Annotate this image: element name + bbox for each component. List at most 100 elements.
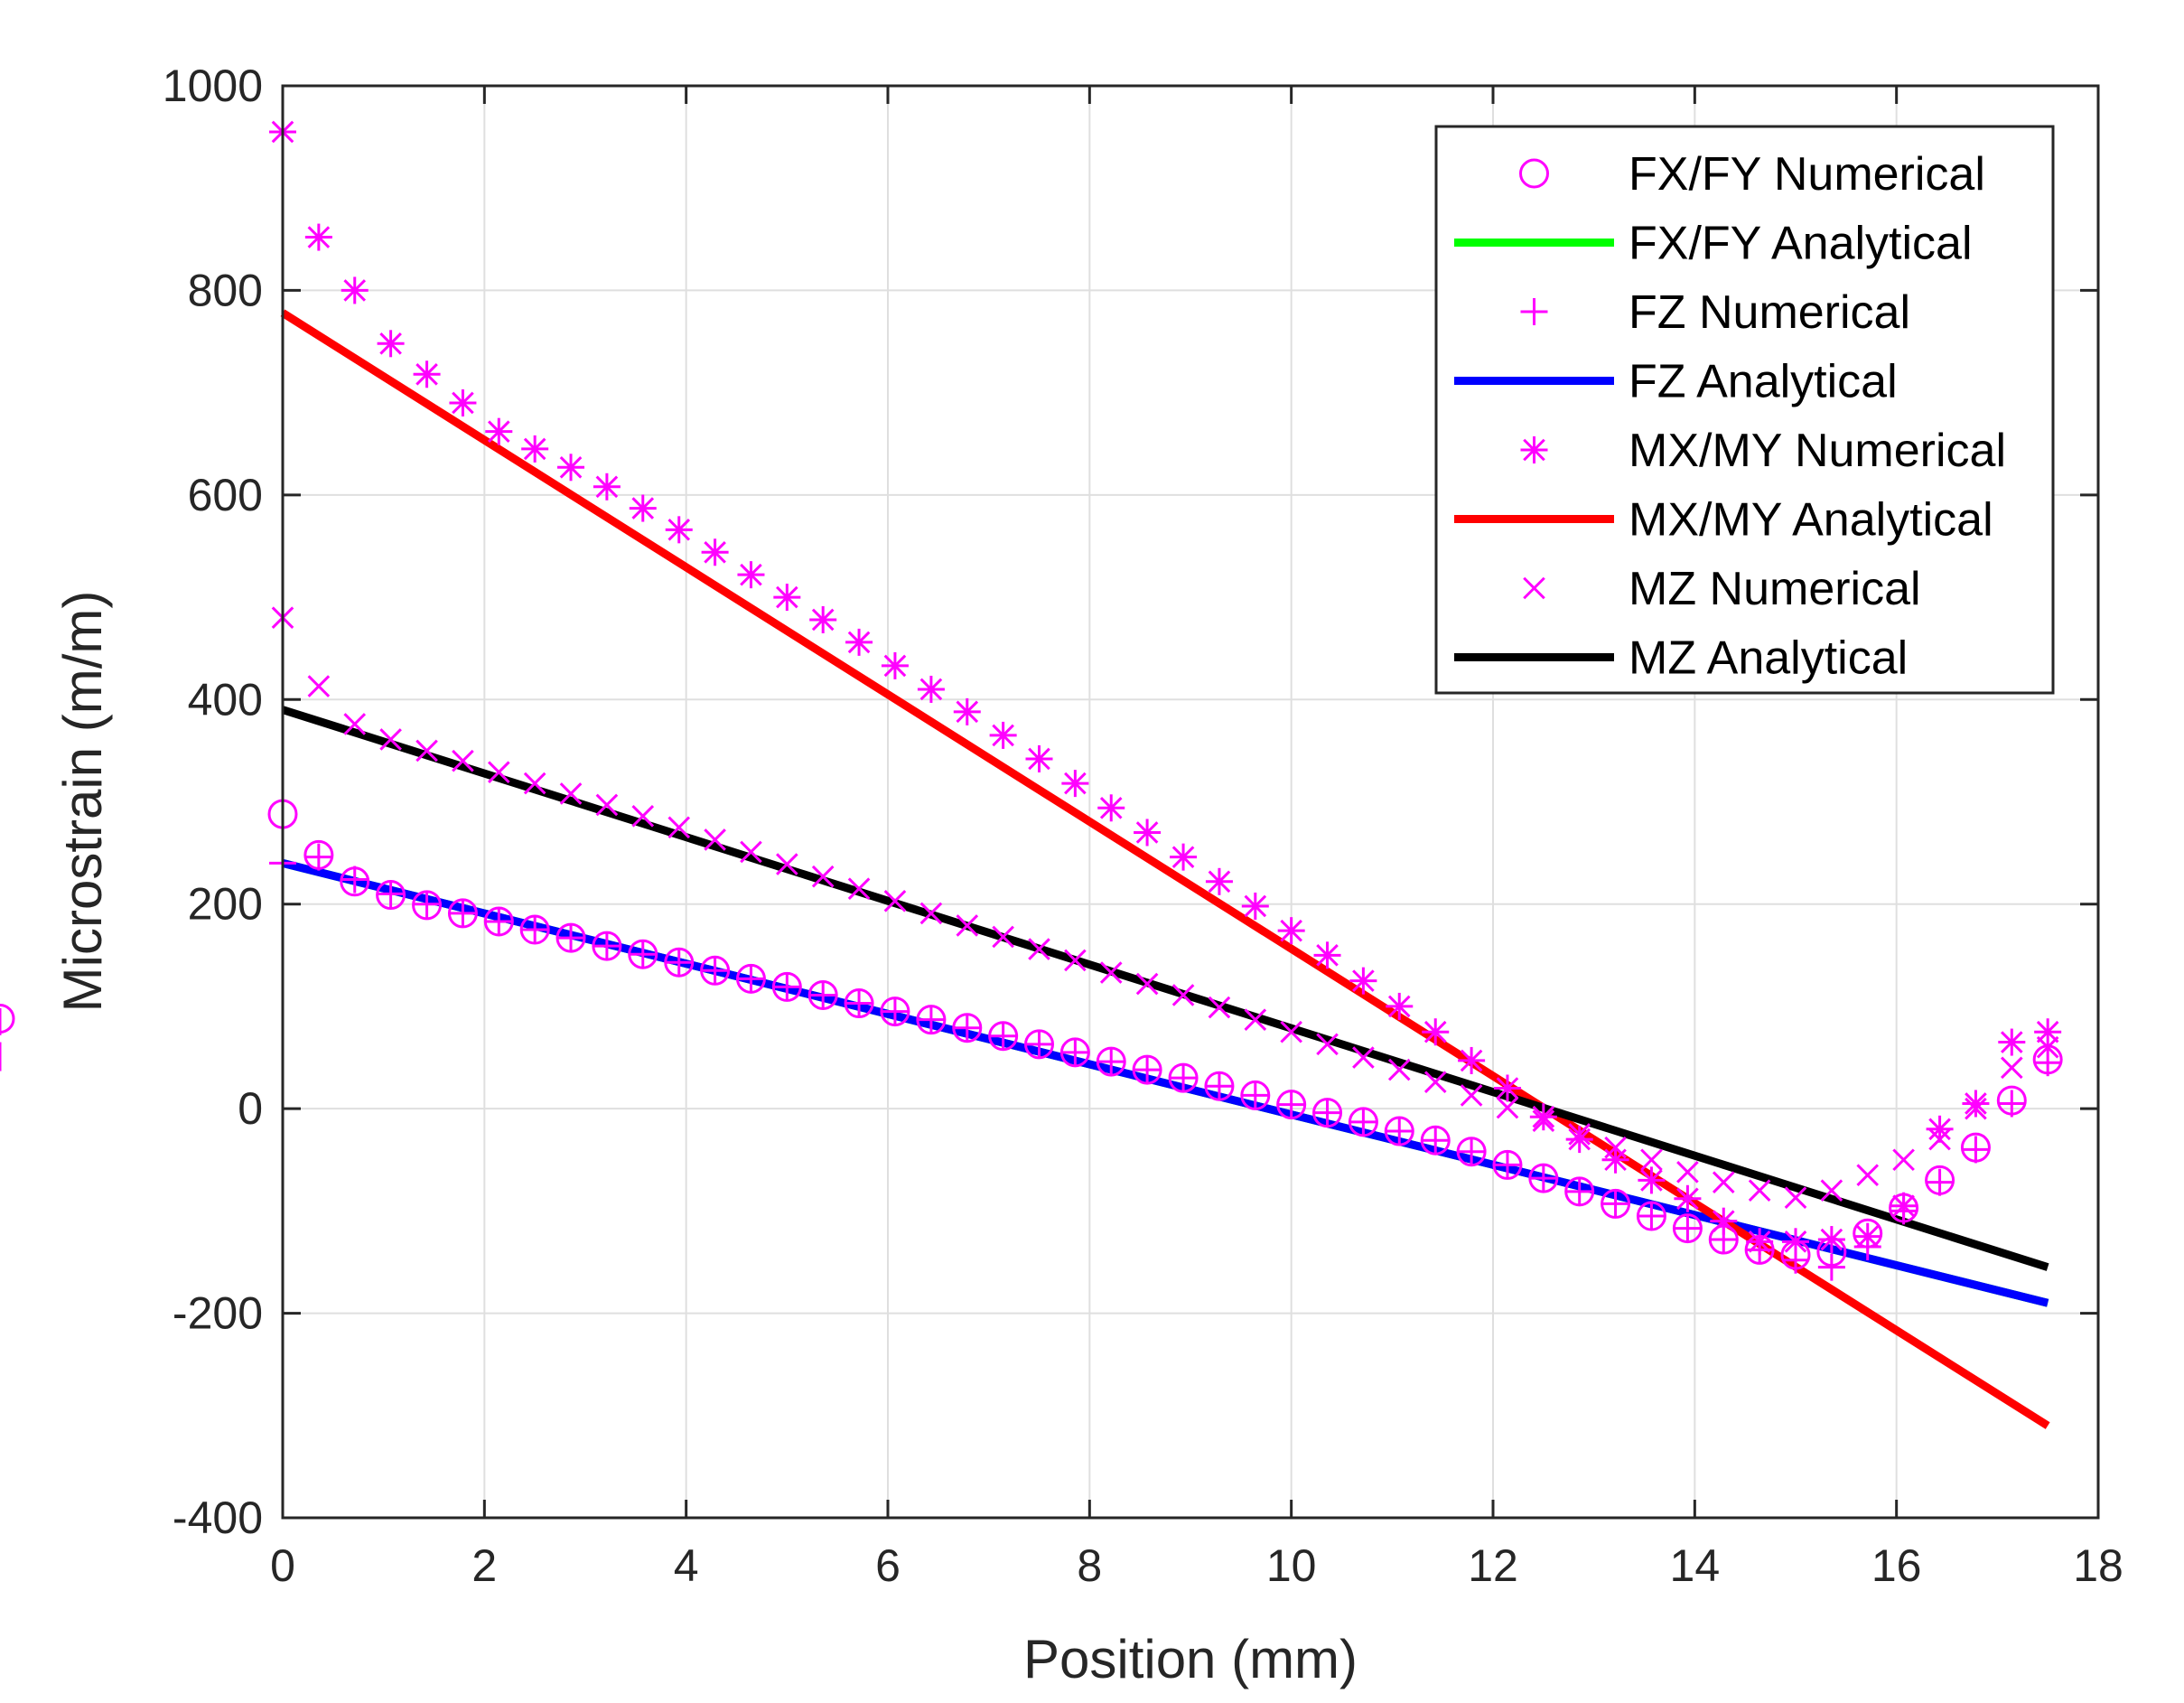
legend-entry-mx-my-analytical: MX/MY Analytical bbox=[1454, 494, 1993, 547]
series-line-mz-analytical bbox=[281, 706, 2049, 1271]
data-point-mz-numerical bbox=[883, 890, 907, 912]
data-point-mx-my-numerical bbox=[629, 494, 657, 522]
legend-label: FX/FY Numerical bbox=[1629, 148, 1985, 201]
data-point-fz-numerical bbox=[449, 899, 477, 927]
data-point-mz-numerical bbox=[1460, 1084, 1483, 1107]
data-point-fz-numerical bbox=[521, 916, 549, 944]
data-point-fz-numerical bbox=[1349, 1108, 1377, 1136]
data-point-mx-my-numerical bbox=[1386, 992, 1414, 1020]
data-point-mz-numerical bbox=[919, 902, 943, 925]
data-point-mz-numerical bbox=[452, 749, 474, 772]
data-point-mx-my-numerical bbox=[1890, 1192, 1918, 1220]
data-point-fz-numerical bbox=[845, 989, 873, 1017]
legend-marker-plus bbox=[1520, 298, 1548, 325]
data-point-mz-numerical bbox=[1928, 1128, 1951, 1151]
x-tick-label: 10 bbox=[1266, 1540, 1317, 1591]
data-point-fz-numerical bbox=[1277, 1090, 1305, 1118]
data-point-fz-numerical bbox=[1313, 1099, 1341, 1127]
data-point-mx-my-numerical bbox=[1025, 744, 1053, 772]
data-point-mx-my-numerical bbox=[485, 417, 513, 445]
data-point-mz-numerical bbox=[595, 793, 619, 817]
data-point-mx-my-numerical bbox=[845, 628, 873, 656]
data-point-mx-my-numerical bbox=[1422, 1018, 1450, 1046]
data-point-mx-my-numerical bbox=[1529, 1103, 1557, 1131]
data-point-fz-numerical bbox=[629, 940, 657, 968]
data-point-fz-numerical bbox=[593, 932, 621, 960]
data-point-fz-numerical bbox=[377, 880, 405, 908]
legend-entry-mx-my-numerical: MX/MY Numerical bbox=[1520, 425, 2006, 477]
legend-entry-fx-fy-numerical: FX/FY Numerical bbox=[1519, 148, 1985, 201]
data-point-mz-numerical bbox=[776, 853, 798, 875]
data-point-mz-numerical bbox=[1748, 1179, 1771, 1202]
data-point-fz-numerical bbox=[1638, 1202, 1666, 1230]
data-point-mx-my-numerical bbox=[449, 388, 477, 416]
data-point-mz-numerical bbox=[956, 914, 979, 937]
data-point-mz-numerical bbox=[631, 805, 655, 828]
legend-label: MZ Numerical bbox=[1629, 563, 1921, 615]
x-axis-title: Position (mm) bbox=[1023, 1629, 1358, 1689]
data-point-mz-numerical bbox=[811, 865, 835, 888]
legend-marker-cross bbox=[1523, 576, 1545, 600]
legend-label: FX/FY Analytical bbox=[1629, 218, 1973, 270]
y-tick-label: 1000 bbox=[163, 61, 263, 111]
data-point-mx-my-numerical bbox=[1493, 1074, 1521, 1102]
legend-label: MZ Analytical bbox=[1629, 632, 1908, 685]
x-tick-label: 16 bbox=[1871, 1540, 1922, 1591]
data-point-mx-my-numerical bbox=[1601, 1146, 1629, 1174]
data-point-mx-my-numerical bbox=[1817, 1226, 1845, 1254]
data-point-fz-numerical bbox=[701, 957, 729, 985]
tick-labels: 0 2 4 6 8 10 12 14 16 18 -400 -200 0 200 400 600 800 1000 bbox=[163, 61, 2123, 1591]
data-point-mz-numerical bbox=[343, 713, 367, 735]
data-point-mz-numerical bbox=[1244, 1008, 1267, 1031]
x-tick-label: 2 bbox=[471, 1540, 497, 1591]
data-point-mx-my-numerical bbox=[304, 223, 332, 251]
data-point-mx-my-numerical bbox=[1962, 1090, 1990, 1118]
data-point-mz-numerical bbox=[1568, 1123, 1591, 1146]
data-point-mx-my-numerical bbox=[1565, 1126, 1593, 1154]
data-point-fx-fy-numerical bbox=[0, 1004, 15, 1034]
data-point-mx-my-numerical bbox=[1853, 1222, 1881, 1250]
legend-entry-mz-numerical: MZ Numerical bbox=[1523, 563, 1921, 615]
data-point-mx-my-numerical bbox=[1638, 1166, 1666, 1194]
data-point-fz-numerical bbox=[1097, 1048, 1125, 1076]
data-point-fz-numerical bbox=[737, 965, 765, 993]
data-point-fz-numerical bbox=[1493, 1151, 1521, 1179]
legend-entry-fz-analytical: FZ Analytical bbox=[1454, 356, 1898, 408]
data-point-fz-numerical bbox=[1458, 1137, 1486, 1165]
data-point-mz-numerical bbox=[740, 840, 762, 864]
data-point-mx-my-numerical bbox=[953, 697, 981, 725]
series-markers bbox=[0, 117, 2063, 1281]
data-point-mx-my-numerical bbox=[701, 538, 729, 566]
data-point-mx-my-numerical bbox=[917, 675, 945, 703]
legend-entry-mz-analytical: MZ Analytical bbox=[1454, 632, 1908, 685]
data-point-mz-numerical bbox=[1676, 1161, 1699, 1184]
data-point-mx-my-numerical bbox=[1349, 967, 1377, 995]
data-point-fz-numerical bbox=[1025, 1030, 1053, 1058]
legend-entry-fx-fy-analytical: FX/FY Analytical bbox=[1454, 218, 1973, 270]
data-point-fz-numerical bbox=[485, 907, 513, 935]
legend-label: MX/MY Analytical bbox=[1629, 494, 1993, 547]
x-tick-label: 6 bbox=[875, 1540, 901, 1591]
y-tick-label: -200 bbox=[173, 1288, 263, 1339]
data-point-fz-numerical bbox=[2034, 1049, 2062, 1077]
x-tick-label: 0 bbox=[270, 1540, 295, 1591]
x-tick-label: 18 bbox=[2073, 1540, 2123, 1591]
data-point-mz-numerical bbox=[1208, 996, 1231, 1019]
data-point-fz-numerical bbox=[773, 973, 801, 1001]
data-point-fz-numerical bbox=[1386, 1118, 1414, 1146]
data-point-fz-numerical bbox=[1601, 1190, 1629, 1218]
legend-entry-fz-numerical: FZ Numerical bbox=[1520, 286, 1910, 339]
data-point-mz-numerical bbox=[307, 675, 331, 697]
axes-box bbox=[281, 84, 2100, 1520]
data-point-mz-numerical bbox=[1856, 1164, 1880, 1187]
series-mz-numerical bbox=[0, 606, 2059, 1209]
data-point-fz-numerical bbox=[1170, 1064, 1198, 1092]
data-point-mz-numerical bbox=[1028, 938, 1050, 960]
data-point-fz-numerical bbox=[1529, 1165, 1557, 1193]
data-point-fz-numerical bbox=[881, 997, 909, 1025]
data-point-mx-my-numerical bbox=[1710, 1207, 1738, 1235]
data-point-mz-numerical bbox=[667, 816, 691, 839]
x-tick-label: 14 bbox=[1670, 1540, 1721, 1591]
data-point-mz-numerical bbox=[1784, 1186, 1807, 1209]
